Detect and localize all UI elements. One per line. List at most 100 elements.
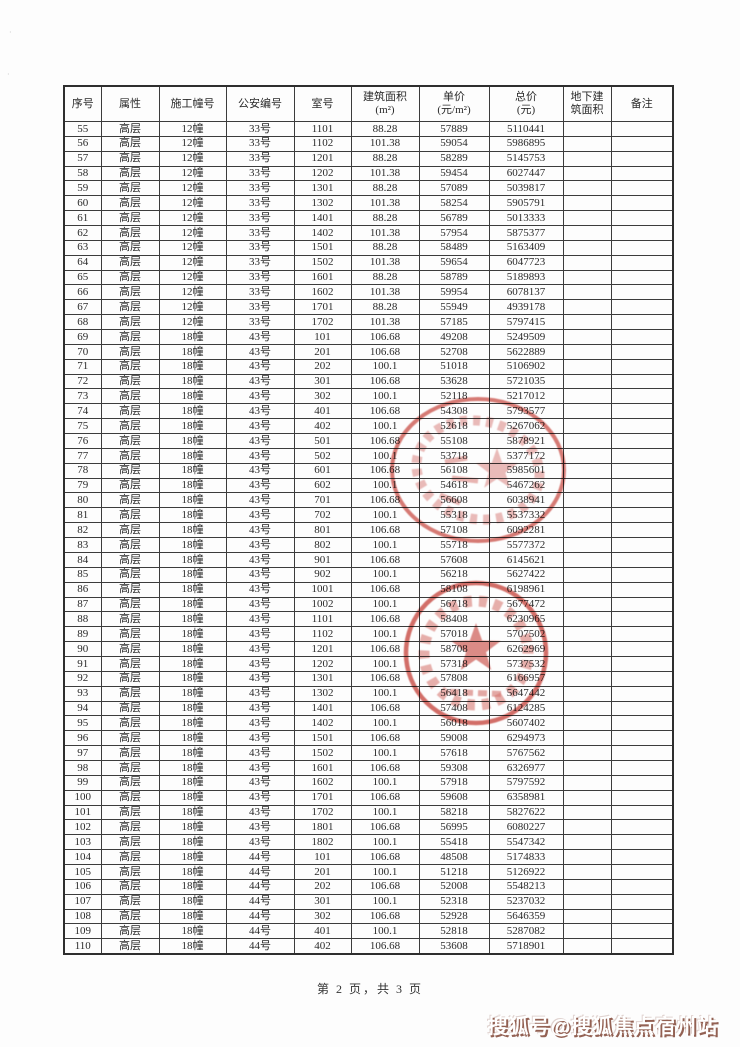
column-header: 地下建 筑面积	[562, 85, 612, 122]
table-cell: 1601	[293, 759, 352, 776]
table-cell: 65	[63, 269, 102, 286]
table-cell: 401	[293, 403, 352, 420]
table-row: 57 高层 12幢 33号 1201 88.28 58289 5145753	[63, 150, 674, 167]
table-cell: 43号	[225, 551, 295, 568]
table-cell: 18幢	[158, 849, 227, 865]
table-cell: 56789	[418, 210, 490, 227]
table-cell: 57954	[418, 225, 490, 241]
sohu-watermark: 搜狐号@搜狐焦点宿州站	[487, 1016, 718, 1038]
table-cell: 5767562	[488, 745, 564, 761]
table-cell	[562, 670, 612, 687]
table-cell	[562, 492, 612, 509]
table-cell: 18幢	[158, 745, 227, 761]
table-cell	[562, 195, 612, 212]
table-cell: 18幢	[158, 462, 227, 479]
column-header: 建筑面积 (m²)	[350, 85, 420, 122]
table-cell: 67	[63, 299, 102, 316]
table-cell: 33号	[225, 180, 295, 197]
table-cell	[610, 239, 674, 256]
table-header: 序号 属性 施工幢号 公安编号 室号 建筑面积 (m²) 单价 (元/m²) 总价 (元) 地下…	[63, 85, 674, 122]
table-cell: 101.38	[350, 284, 420, 301]
table-cell	[610, 358, 674, 375]
table-cell: 18幢	[158, 581, 227, 598]
page-indicator: 第 2 页，共 3 页	[316, 982, 423, 996]
table-cell	[562, 700, 612, 717]
table-cell: 高层	[100, 670, 160, 687]
table-cell: 33号	[225, 121, 295, 137]
table-cell	[610, 329, 674, 345]
table-cell: 18幢	[158, 759, 227, 776]
table-cell: 100.1	[350, 358, 420, 375]
table-cell: 55418	[418, 834, 490, 851]
table-cell: 18幢	[158, 492, 227, 509]
table-cell	[562, 745, 612, 761]
table-cell: 18幢	[158, 418, 227, 435]
table-cell: 43号	[225, 507, 295, 524]
table-row: 62 高层 12幢 33号 1402 101.38 57954 5875377	[63, 225, 674, 241]
table-cell: 高层	[100, 210, 160, 227]
table-cell	[562, 715, 612, 732]
table-cell	[610, 819, 674, 836]
table-cell: 92	[63, 670, 102, 687]
table-cell: 6230965	[488, 611, 564, 628]
table-cell: 56108	[418, 462, 490, 479]
table-cell: 54618	[418, 477, 490, 494]
table-cell: 43号	[225, 403, 295, 420]
table-cell: 702	[293, 507, 352, 524]
table-cell	[610, 165, 674, 182]
table-cell: 高层	[100, 834, 160, 851]
table-cell: 100.1	[350, 507, 420, 524]
table-cell: 100.1	[350, 596, 420, 613]
table-cell: 1301	[293, 670, 352, 687]
table-cell	[610, 537, 674, 553]
table-cell: 43号	[225, 789, 295, 806]
table-cell: 402	[293, 938, 352, 955]
column-header: 施工幢号	[158, 85, 227, 122]
table-cell: 5287082	[488, 923, 564, 940]
table-cell: 高层	[100, 507, 160, 524]
table-row: 72 高层 18幢 43号 301 106.68 53628 5721035	[63, 373, 674, 390]
table-cell: 43号	[225, 388, 295, 405]
table-cell: 43号	[225, 759, 295, 776]
table-cell: 88.28	[350, 210, 420, 227]
table-cell	[562, 819, 612, 836]
table-cell: 高层	[100, 447, 160, 464]
table-cell: 33号	[225, 195, 295, 212]
table-cell: 57408	[418, 700, 490, 717]
table-cell: 106.68	[350, 730, 420, 747]
table-cell: 1502	[293, 254, 352, 271]
table-row: 76 高层 18幢 43号 501 106.68 55108 5878921	[63, 433, 674, 449]
table-cell	[610, 447, 674, 464]
table-cell: 56	[63, 135, 102, 152]
table-cell: 5677472	[488, 596, 564, 613]
table-cell: 5985601	[488, 462, 564, 479]
table-cell: 101.38	[350, 195, 420, 212]
table-cell: 6294973	[488, 730, 564, 747]
table-cell: 高层	[100, 477, 160, 494]
table-cell: 106.68	[350, 462, 420, 479]
column-header: 属性	[100, 85, 160, 122]
table-cell: 43号	[225, 670, 295, 687]
table-cell: 18幢	[158, 388, 227, 405]
table-row: 82 高层 18幢 43号 801 106.68 57108 6092281	[63, 522, 674, 539]
table-cell: 18幢	[158, 537, 227, 553]
table-cell: 5797592	[488, 774, 564, 791]
table-cell: 74	[63, 403, 102, 420]
table-cell: 高层	[100, 135, 160, 152]
table-row: 107 高层 18幢 44号 301 100.1 52318 5237032	[63, 893, 674, 910]
table-cell	[562, 150, 612, 167]
table-cell: 98	[63, 759, 102, 776]
table-cell: 43号	[225, 745, 295, 761]
table-cell: 110	[63, 938, 102, 955]
table-cell: 88.28	[350, 150, 420, 167]
table-cell	[610, 878, 674, 895]
table-row: 106 高层 18幢 44号 202 106.68 52008 5548213	[63, 878, 674, 895]
table-cell	[610, 611, 674, 628]
table-cell: 高层	[100, 685, 160, 702]
table-cell: 64	[63, 254, 102, 271]
table-row: 74 高层 18幢 43号 401 106.68 54308 5793577	[63, 403, 674, 420]
table-cell	[610, 685, 674, 702]
table-cell	[562, 403, 612, 420]
table-cell: 79	[63, 477, 102, 494]
table-cell	[562, 834, 612, 851]
